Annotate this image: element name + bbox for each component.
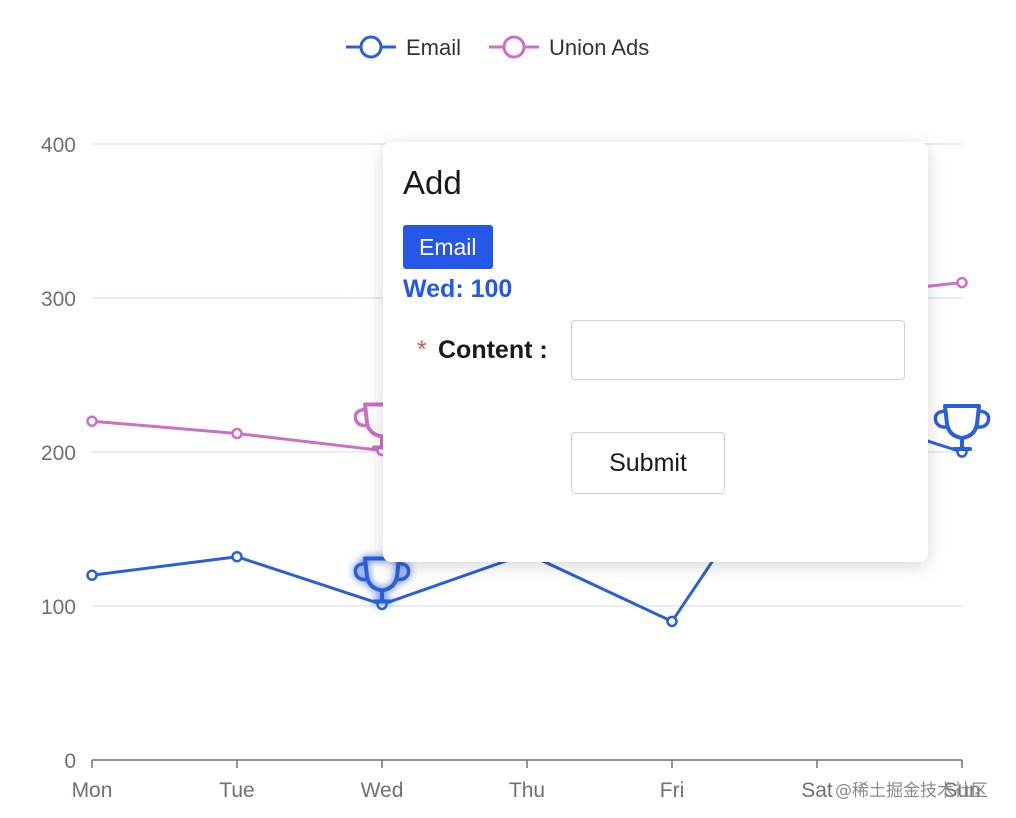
point-category: Wed <box>403 275 456 303</box>
axes: 0 100 200 300 400 Mon Tue Wed Thu Fri Sat Sun <box>41 134 981 802</box>
legend-swatch-marker <box>502 35 526 59</box>
y-tick-label-200: 200 <box>41 442 76 465</box>
legend-item-email[interactable]: Email <box>346 35 461 60</box>
trophy-handle-right <box>396 561 411 582</box>
data-point-email-fri[interactable] <box>666 615 678 628</box>
trophy-handle-left <box>353 407 368 428</box>
data-point-email-mon[interactable] <box>86 569 98 581</box>
point-value: 100 <box>470 275 513 303</box>
x-tick-label-sun: Sun <box>943 779 980 802</box>
legend-label-email: Email <box>406 35 461 60</box>
trophy-icon[interactable] <box>353 556 411 604</box>
required-mark: * <box>417 336 427 364</box>
y-tick-label-0: 0 <box>64 750 76 773</box>
legend[interactable]: Email Union Ads <box>346 35 649 60</box>
trophy-cup <box>943 404 981 440</box>
x-tick-label-wed: Wed <box>361 779 404 802</box>
watermark: @稀土掘金技术社区 <box>835 781 988 801</box>
data-point-union-ads-mon[interactable] <box>86 415 98 427</box>
legend-label-union-ads: Union Ads <box>549 35 649 60</box>
legend-swatch-marker <box>359 35 383 59</box>
data-point-union-ads-tue[interactable] <box>231 427 243 440</box>
legend-item-union-ads[interactable]: Union Ads <box>489 35 649 60</box>
x-tick-label-fri: Fri <box>660 779 685 802</box>
trophy-cup <box>363 556 401 593</box>
data-point-email-tue[interactable] <box>231 550 243 563</box>
trophy-icon[interactable] <box>933 404 991 451</box>
y-tick-label-400: 400 <box>41 134 76 157</box>
series-tag: Email <box>403 225 493 269</box>
trophy-handle-left <box>933 409 948 429</box>
content-form-row: * Content : <box>417 320 907 382</box>
add-popup: Add Email Wed: 100 * Content : Submit <box>383 142 928 562</box>
content-label: Content : <box>438 336 548 364</box>
submit-button[interactable]: Submit <box>571 432 725 494</box>
point-label: Wed: 100 <box>403 275 512 304</box>
trophy-handle-left <box>353 561 368 582</box>
data-point-union-ads-sun[interactable] <box>956 276 968 289</box>
x-tick-label-sat: Sat <box>801 779 833 802</box>
x-tick-label-thu: Thu <box>509 779 545 802</box>
y-tick-label-100: 100 <box>41 596 76 619</box>
x-tick-label-tue: Tue <box>219 779 254 802</box>
point-separator: : <box>455 275 471 303</box>
popup-title: Add <box>403 164 462 201</box>
trophy-handle-right <box>976 409 991 429</box>
y-tick-label-300: 300 <box>41 288 76 311</box>
content-input[interactable] <box>571 320 905 380</box>
x-tick-label-mon: Mon <box>72 779 113 802</box>
